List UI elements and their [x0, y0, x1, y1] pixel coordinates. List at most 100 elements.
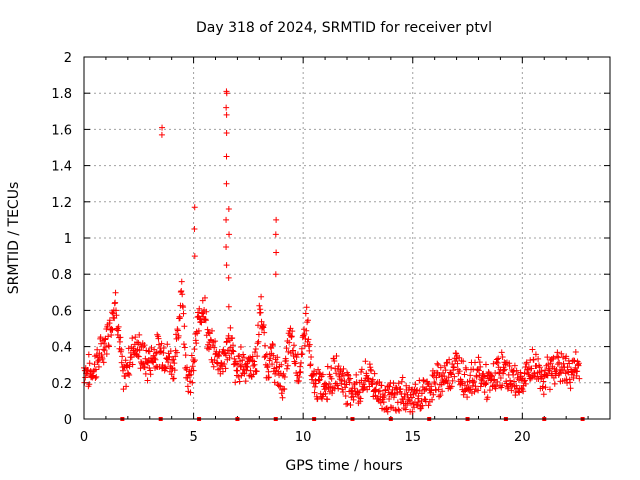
data-point — [225, 274, 232, 281]
x-tick-label: 20 — [514, 430, 531, 445]
data-point — [191, 357, 198, 364]
data-point — [344, 400, 351, 407]
data-point — [180, 341, 187, 348]
data-point — [475, 387, 482, 394]
data-point — [191, 358, 198, 365]
data-point — [316, 376, 323, 383]
data-point — [235, 373, 242, 380]
data-point — [142, 355, 149, 362]
y-tick-label: 0 — [64, 413, 72, 428]
data-point — [283, 365, 290, 372]
data-point — [283, 357, 290, 364]
data-point — [308, 353, 315, 360]
data-point — [436, 393, 443, 400]
data-point — [430, 391, 437, 398]
data-point — [513, 382, 520, 389]
data-point — [464, 394, 471, 401]
data-point — [189, 363, 196, 370]
data-point — [261, 329, 268, 336]
data-point — [181, 323, 188, 330]
data-point — [191, 346, 198, 353]
data-point — [223, 130, 230, 137]
data-point — [376, 387, 383, 394]
data-point — [86, 381, 93, 388]
data-point — [223, 244, 230, 251]
data-point — [495, 355, 502, 362]
data-point — [109, 326, 116, 333]
data-point — [120, 367, 127, 374]
data-point — [448, 371, 455, 378]
data-point — [469, 382, 476, 389]
data-point — [168, 371, 175, 378]
y-tick-label: 1.4 — [51, 160, 72, 175]
data-point — [545, 361, 552, 368]
data-point — [328, 364, 335, 371]
data-point — [450, 364, 457, 371]
data-point — [357, 395, 364, 402]
data-point — [471, 388, 478, 395]
data-point — [546, 386, 553, 393]
data-point — [270, 352, 277, 359]
data-point — [437, 364, 444, 371]
data-point — [536, 364, 543, 371]
data-point — [391, 390, 398, 397]
data-point — [208, 327, 215, 334]
data-point — [324, 363, 331, 370]
data-point — [108, 325, 115, 332]
data-point — [310, 371, 317, 378]
data-point — [362, 358, 369, 365]
data-point — [432, 387, 439, 394]
data-point — [521, 377, 528, 384]
data-point — [296, 369, 303, 376]
data-point — [406, 397, 413, 404]
data-point — [144, 377, 151, 384]
data-point — [301, 342, 308, 349]
data-point — [397, 386, 404, 393]
data-point — [240, 354, 247, 361]
data-point — [234, 367, 241, 374]
data-point — [230, 342, 237, 349]
data-point — [497, 374, 504, 381]
data-point — [117, 334, 124, 341]
data-point — [340, 365, 347, 372]
data-point — [338, 377, 345, 384]
data-point — [244, 364, 251, 371]
data-point — [422, 386, 429, 393]
data-point — [523, 359, 530, 366]
data-point — [252, 345, 259, 352]
data-point — [543, 371, 550, 378]
data-point — [279, 394, 286, 401]
data-point — [297, 363, 304, 370]
data-point — [223, 262, 230, 269]
data-point — [430, 373, 437, 380]
data-point — [520, 388, 527, 395]
data-point — [105, 343, 112, 350]
data-point — [423, 385, 430, 392]
data-point — [404, 401, 411, 408]
data-point — [84, 366, 91, 373]
data-point — [418, 397, 425, 404]
data-point — [401, 390, 408, 397]
data-point — [184, 383, 191, 390]
data-point — [267, 355, 274, 362]
data-point — [298, 351, 305, 358]
data-point — [437, 392, 444, 399]
data-point — [315, 366, 322, 373]
data-point — [136, 347, 143, 354]
data-point — [269, 342, 276, 349]
data-point — [339, 386, 346, 393]
data-point — [491, 376, 498, 383]
data-point — [496, 369, 503, 376]
data-point — [544, 354, 551, 361]
data-point — [315, 377, 322, 384]
data-point — [147, 371, 154, 378]
data-point — [223, 180, 230, 187]
y-axis-label: SRMTID / TECUs — [6, 182, 22, 295]
data-point — [378, 382, 385, 389]
data-point — [274, 354, 281, 361]
data-point — [223, 111, 230, 118]
data-point — [129, 335, 136, 342]
data-point — [181, 344, 188, 351]
data-point — [297, 359, 304, 366]
data-point — [335, 385, 342, 392]
